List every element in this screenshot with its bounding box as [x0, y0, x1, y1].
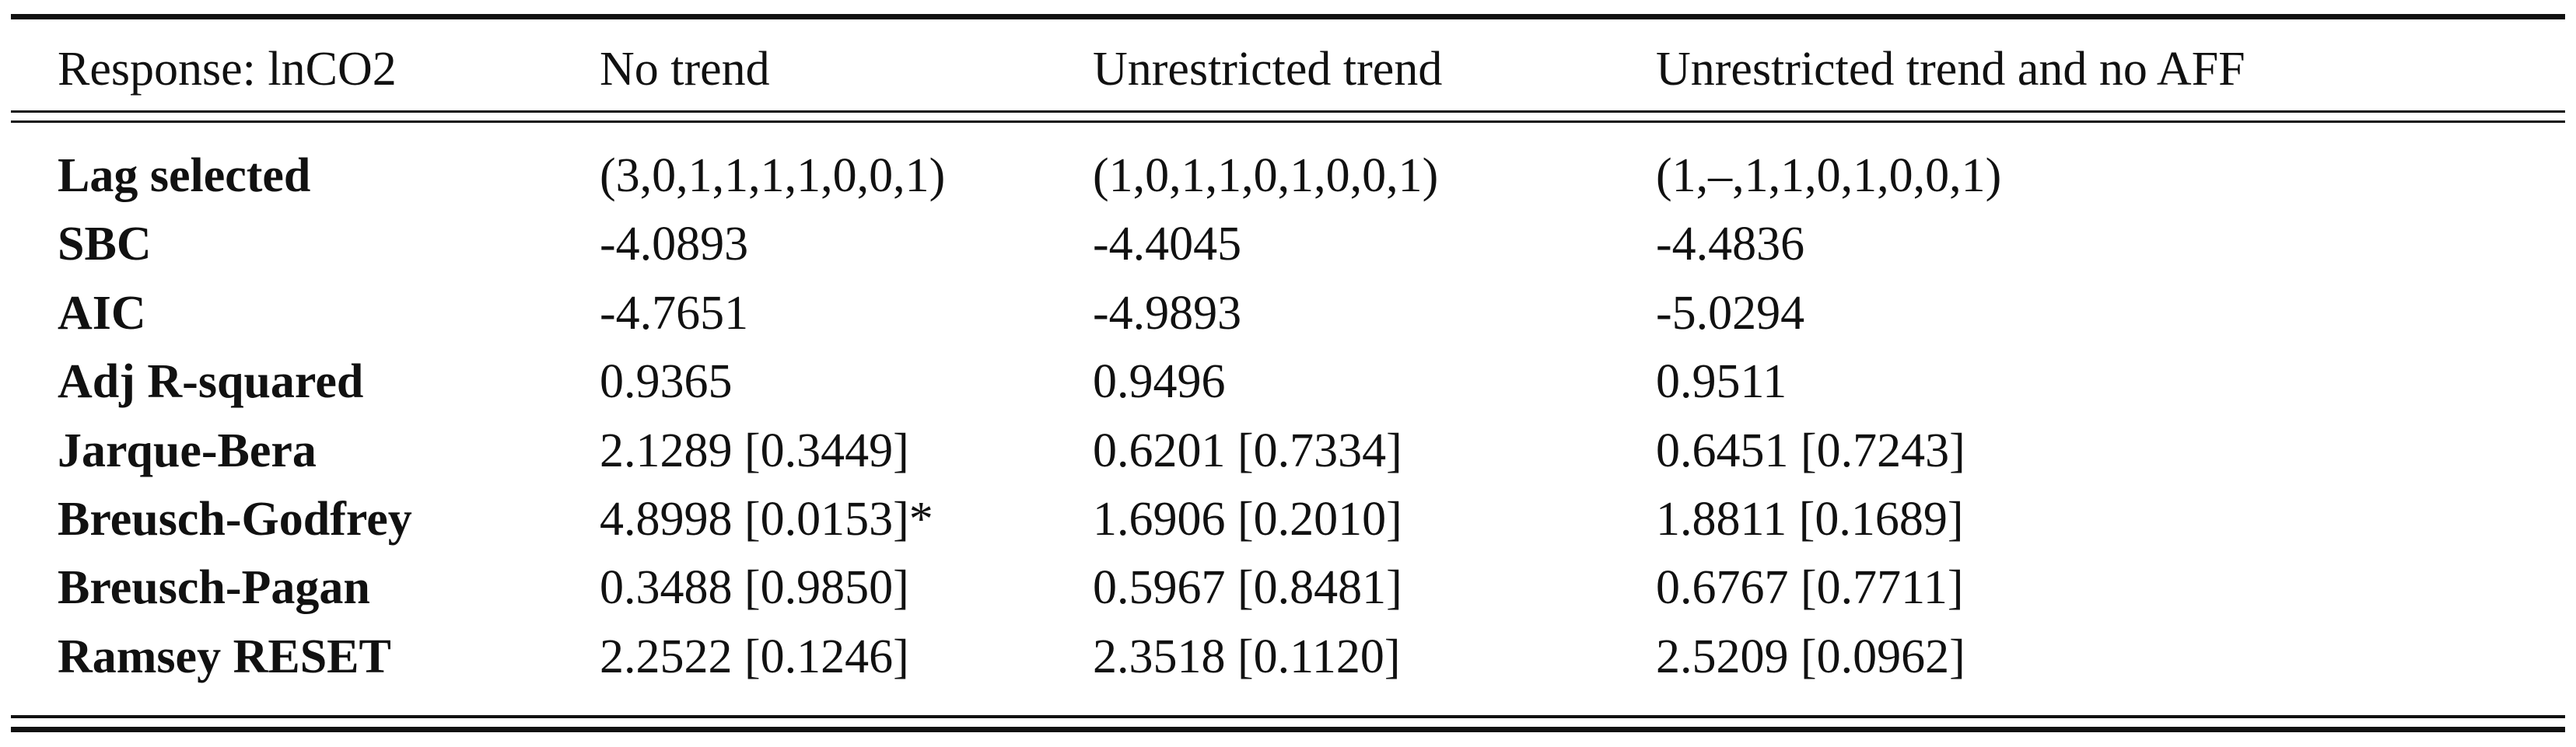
cell-value: 4.8998 [0.0153]*: [600, 493, 933, 546]
cell-value: 1.6906 [0.2010]: [1093, 493, 1402, 546]
row-label: Jarque-Bera: [58, 424, 317, 477]
row-label: Breusch-Godfrey: [58, 493, 412, 546]
bottom-rule: [11, 727, 2565, 732]
cell-value: 0.9496: [1093, 355, 1226, 409]
cell-value: (3,0,1,1,1,1,0,0,1): [600, 149, 946, 202]
cell-value: 2.3518 [0.1120]: [1093, 630, 1401, 683]
cell-value: 0.3488 [0.9850]: [600, 561, 909, 615]
cell-value: 0.9511: [1656, 355, 1787, 409]
bottom-rule: [11, 715, 2565, 718]
cell-value: -4.4836: [1656, 218, 1805, 271]
header-rule: [11, 110, 2565, 113]
cell-value: -5.0294: [1656, 286, 1805, 340]
cell-value: 1.8811 [0.1689]: [1656, 493, 1964, 546]
row-label: SBC: [58, 218, 152, 271]
row-label: Adj R-squared: [58, 355, 364, 409]
cell-value: 0.9365: [600, 355, 733, 409]
cell-value: -4.7651: [600, 286, 749, 340]
header-cell: Unrestricted trend: [1093, 43, 1443, 96]
cell-value: 0.5967 [0.8481]: [1093, 561, 1402, 615]
cell-value: (1,0,1,1,0,1,0,0,1): [1093, 149, 1439, 202]
row-label: Ramsey RESET: [58, 630, 391, 683]
row-label: Lag selected: [58, 149, 311, 202]
header-cell: Unrestricted trend and no AFF: [1656, 43, 2245, 96]
cell-value: -4.9893: [1093, 286, 1242, 340]
cell-value: (1,–,1,1,0,1,0,0,1): [1656, 149, 2002, 202]
row-label: AIC: [58, 286, 146, 340]
top-rule: [11, 14, 2565, 19]
cell-value: 0.6451 [0.7243]: [1656, 424, 1965, 477]
row-label: Breusch-Pagan: [58, 561, 370, 615]
header-cell: Response: lnCO2: [58, 43, 397, 96]
header-cell: No trend: [600, 43, 770, 96]
cell-value: 2.1289 [0.3449]: [600, 424, 909, 477]
cell-value: -4.0893: [600, 218, 749, 271]
cell-value: 0.6201 [0.7334]: [1093, 424, 1402, 477]
cell-value: 0.6767 [0.7711]: [1656, 561, 1964, 615]
cell-value: 2.2522 [0.1246]: [600, 630, 909, 683]
header-rule: [11, 120, 2565, 123]
cell-value: -4.4045: [1093, 218, 1242, 271]
cell-value: 2.5209 [0.0962]: [1656, 630, 1965, 683]
